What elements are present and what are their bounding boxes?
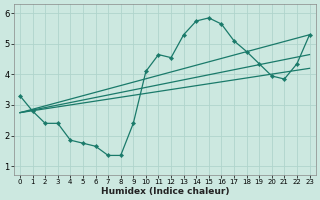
X-axis label: Humidex (Indice chaleur): Humidex (Indice chaleur)	[100, 187, 229, 196]
